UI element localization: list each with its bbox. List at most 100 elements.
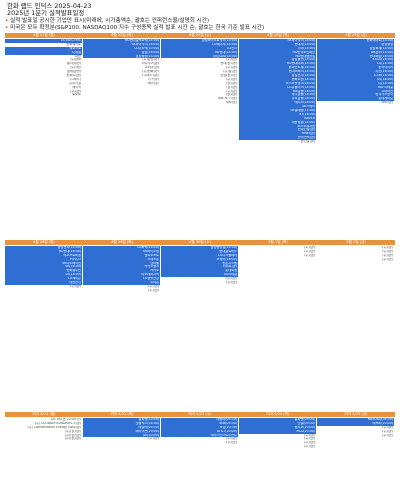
- company-cell: (주)(공): [317, 253, 394, 258]
- company-cell: 현대모비스(14:00): [239, 70, 316, 75]
- day-column: SK하이닉스(16:00) 현대차(14:00) 기아(14:00) HD한국조선해양…: [239, 39, 316, 145]
- company-cell: LG(14:00): [317, 62, 394, 67]
- company-cell: 고려아연: [317, 89, 394, 94]
- company-cell: 버라이즌(20:00): [83, 429, 160, 434]
- company-cell: 테슬라(05:30): [161, 418, 238, 422]
- company-cell: 현대해상(16:00): [317, 54, 394, 59]
- date-label: 미국 4/22 (화): [110, 412, 134, 416]
- company-cell: CJ(14:00): [317, 81, 394, 86]
- company-cell: DB손보(14:00): [317, 50, 394, 55]
- company-cell: 에이(공): [83, 81, 160, 86]
- company-cell: LG전자: [161, 46, 238, 51]
- company-cell: (주)(공): [317, 425, 394, 430]
- company-cell: 현대건설(공): [239, 128, 316, 133]
- company-cell: (주)(공): [83, 284, 160, 289]
- company-cell: 세포 포 기(공): [161, 97, 238, 102]
- company-cell: 오리온: [83, 281, 160, 285]
- company-cell: 삼성물산(14:00): [239, 58, 316, 63]
- company-cell: 우리금융(16:00): [239, 97, 316, 102]
- date-label: 4월 21일 (월): [33, 33, 55, 37]
- company-cell: (주)(공): [161, 77, 238, 82]
- date-label: 4월 25일 (금): [345, 33, 367, 37]
- company-cell: 한화시(공): [5, 74, 82, 78]
- day-column: 알파벳(10:00) 넷플릭스(14:00) 테슬라(05:30) 버라이즌(20:0…: [83, 418, 160, 442]
- company-cell: SK텔레콤(15:00): [239, 109, 316, 113]
- company-cell: LS ELECTRIC: [5, 39, 82, 43]
- company-cell: 한진칼(공): [239, 140, 316, 145]
- company-cell: (주)(공): [5, 284, 82, 289]
- company-cell: 텍사스인스트루먼트: [161, 433, 238, 438]
- company-cell: (주)(공): [83, 437, 160, 442]
- date-header-band: 미국 4/21 (월) 미국 4/22 (화) 미국 4/23 (수) 미국 4/24…: [5, 412, 395, 417]
- company-cell: 에이빅: [5, 85, 82, 90]
- company-cell: (주)(공): [5, 89, 82, 94]
- company-cell: GS(16:00): [317, 77, 394, 82]
- company-cell: 삼성바이오로직스(10:00): [161, 39, 238, 43]
- note-2: • 미국은 모두 확정분(S&P100, NASDAQ100 지수 구성종목 실…: [5, 25, 265, 31]
- company-cell: BGF리테일: [317, 85, 394, 90]
- company-cell: (주)(공): [239, 445, 316, 450]
- company-cell: 한국전력(공): [239, 136, 316, 141]
- company-cell: LG생활건강: [83, 277, 160, 282]
- company-cell: (주)(공)(공): [5, 429, 82, 434]
- company-cell: 인텔(05:30): [239, 421, 316, 426]
- company-cell: S-Oil(14:00): [317, 74, 394, 78]
- company-cell: (주)(공): [161, 66, 238, 71]
- day-column: 삼성바이오로직스(10:00) LG에너지(14:00) LG전자 HD현대(14:0…: [161, 39, 238, 106]
- company-cell: 보잉(20:30): [161, 425, 238, 430]
- company-cell: (주)(공): [161, 89, 238, 94]
- company-cell: 삼성(공)(공): [161, 74, 238, 78]
- day-column: DS 네이션(20:00 전) (주) GLOBALFOUNDRIES 5(공)(…: [5, 418, 82, 442]
- company-cell: 한화에어로: [5, 42, 82, 47]
- company-cell: (주)(공): [317, 429, 394, 434]
- company-cell: 한화오션(14:00): [239, 77, 316, 82]
- company-cell: 에코프로: [5, 46, 82, 51]
- company-cell: 삼성SDS(16:00): [161, 54, 238, 59]
- page-title: 한화 랩드 인덕스 2025-04-23: [7, 2, 92, 10]
- company-cell: 롯데케미칼: [317, 97, 394, 102]
- date-label: 4월 28일 (월): [33, 240, 55, 244]
- company-cell: (주)한화(공): [83, 70, 160, 75]
- company-cell: (주)(공): [83, 288, 160, 293]
- company-cell: (공)(공): [161, 93, 238, 98]
- company-cell: NAVER: [239, 116, 316, 121]
- company-cell: LG에너지(14:00): [161, 42, 238, 47]
- company-cell: 삼성전자(14:00): [5, 246, 82, 250]
- company-cell: 효성중공(15:00): [83, 54, 160, 59]
- company-cell: SKC(공): [317, 101, 394, 106]
- company-cell: (주)(공): [239, 441, 316, 446]
- company-cell: (공)(공): [161, 81, 238, 86]
- company-cell: (주)(공): [317, 433, 394, 438]
- company-cell: 알파벳(10:00): [83, 418, 160, 422]
- date-label: 미국 4/23 (수): [188, 412, 212, 416]
- company-cell: (주)(공): [161, 281, 238, 285]
- company-cell: KT(16:00): [239, 112, 316, 117]
- company-cell: HD현대(16:00): [5, 249, 82, 254]
- company-cell: (주)(공): [239, 253, 316, 258]
- company-cell: CJ제일: [5, 50, 82, 55]
- company-cell: IBM(05:30): [161, 421, 238, 426]
- company-cell: (주)(공): [161, 437, 238, 442]
- company-cell: POSCO: [5, 257, 82, 262]
- company-cell: 현대차(14:00): [239, 42, 316, 47]
- page-subtitle: 2025년 1분기 실적발표일정: [7, 9, 85, 17]
- date-label: 4월 23일 (수): [189, 33, 211, 37]
- company-cell: SK이노베이션: [5, 261, 82, 266]
- company-cell: 이마트(공): [161, 265, 238, 270]
- day-column: (주)(공) (주)(공) (주)(공) (주)(공): [317, 246, 394, 262]
- company-cell: 애브비(20:00): [317, 421, 394, 426]
- company-cell: SK(16:00): [5, 265, 82, 270]
- company-cell: NASDAQ(08:00): [317, 418, 394, 422]
- company-cell: 삼성중공업(14:00): [161, 246, 238, 250]
- company-cell: 기아(14:00): [239, 46, 316, 51]
- company-cell: 한화솔루션: [5, 269, 82, 274]
- company-cell: 크래프톤: [83, 257, 160, 262]
- company-cell: GE(20:00): [83, 433, 160, 438]
- note-2-text: 미국은 모두 확정분(S&P100, NASDAQ100 지수 구성종목 실적 …: [10, 25, 265, 31]
- company-cell: 엔씨소프트: [83, 253, 160, 258]
- company-cell: 카카오: [83, 269, 160, 274]
- company-cell: (주)(공): [161, 58, 238, 63]
- company-cell: (주)(공): [317, 257, 394, 262]
- company-cell: 가구(공): [83, 77, 160, 82]
- company-cell: KT&G(16:00): [317, 58, 394, 63]
